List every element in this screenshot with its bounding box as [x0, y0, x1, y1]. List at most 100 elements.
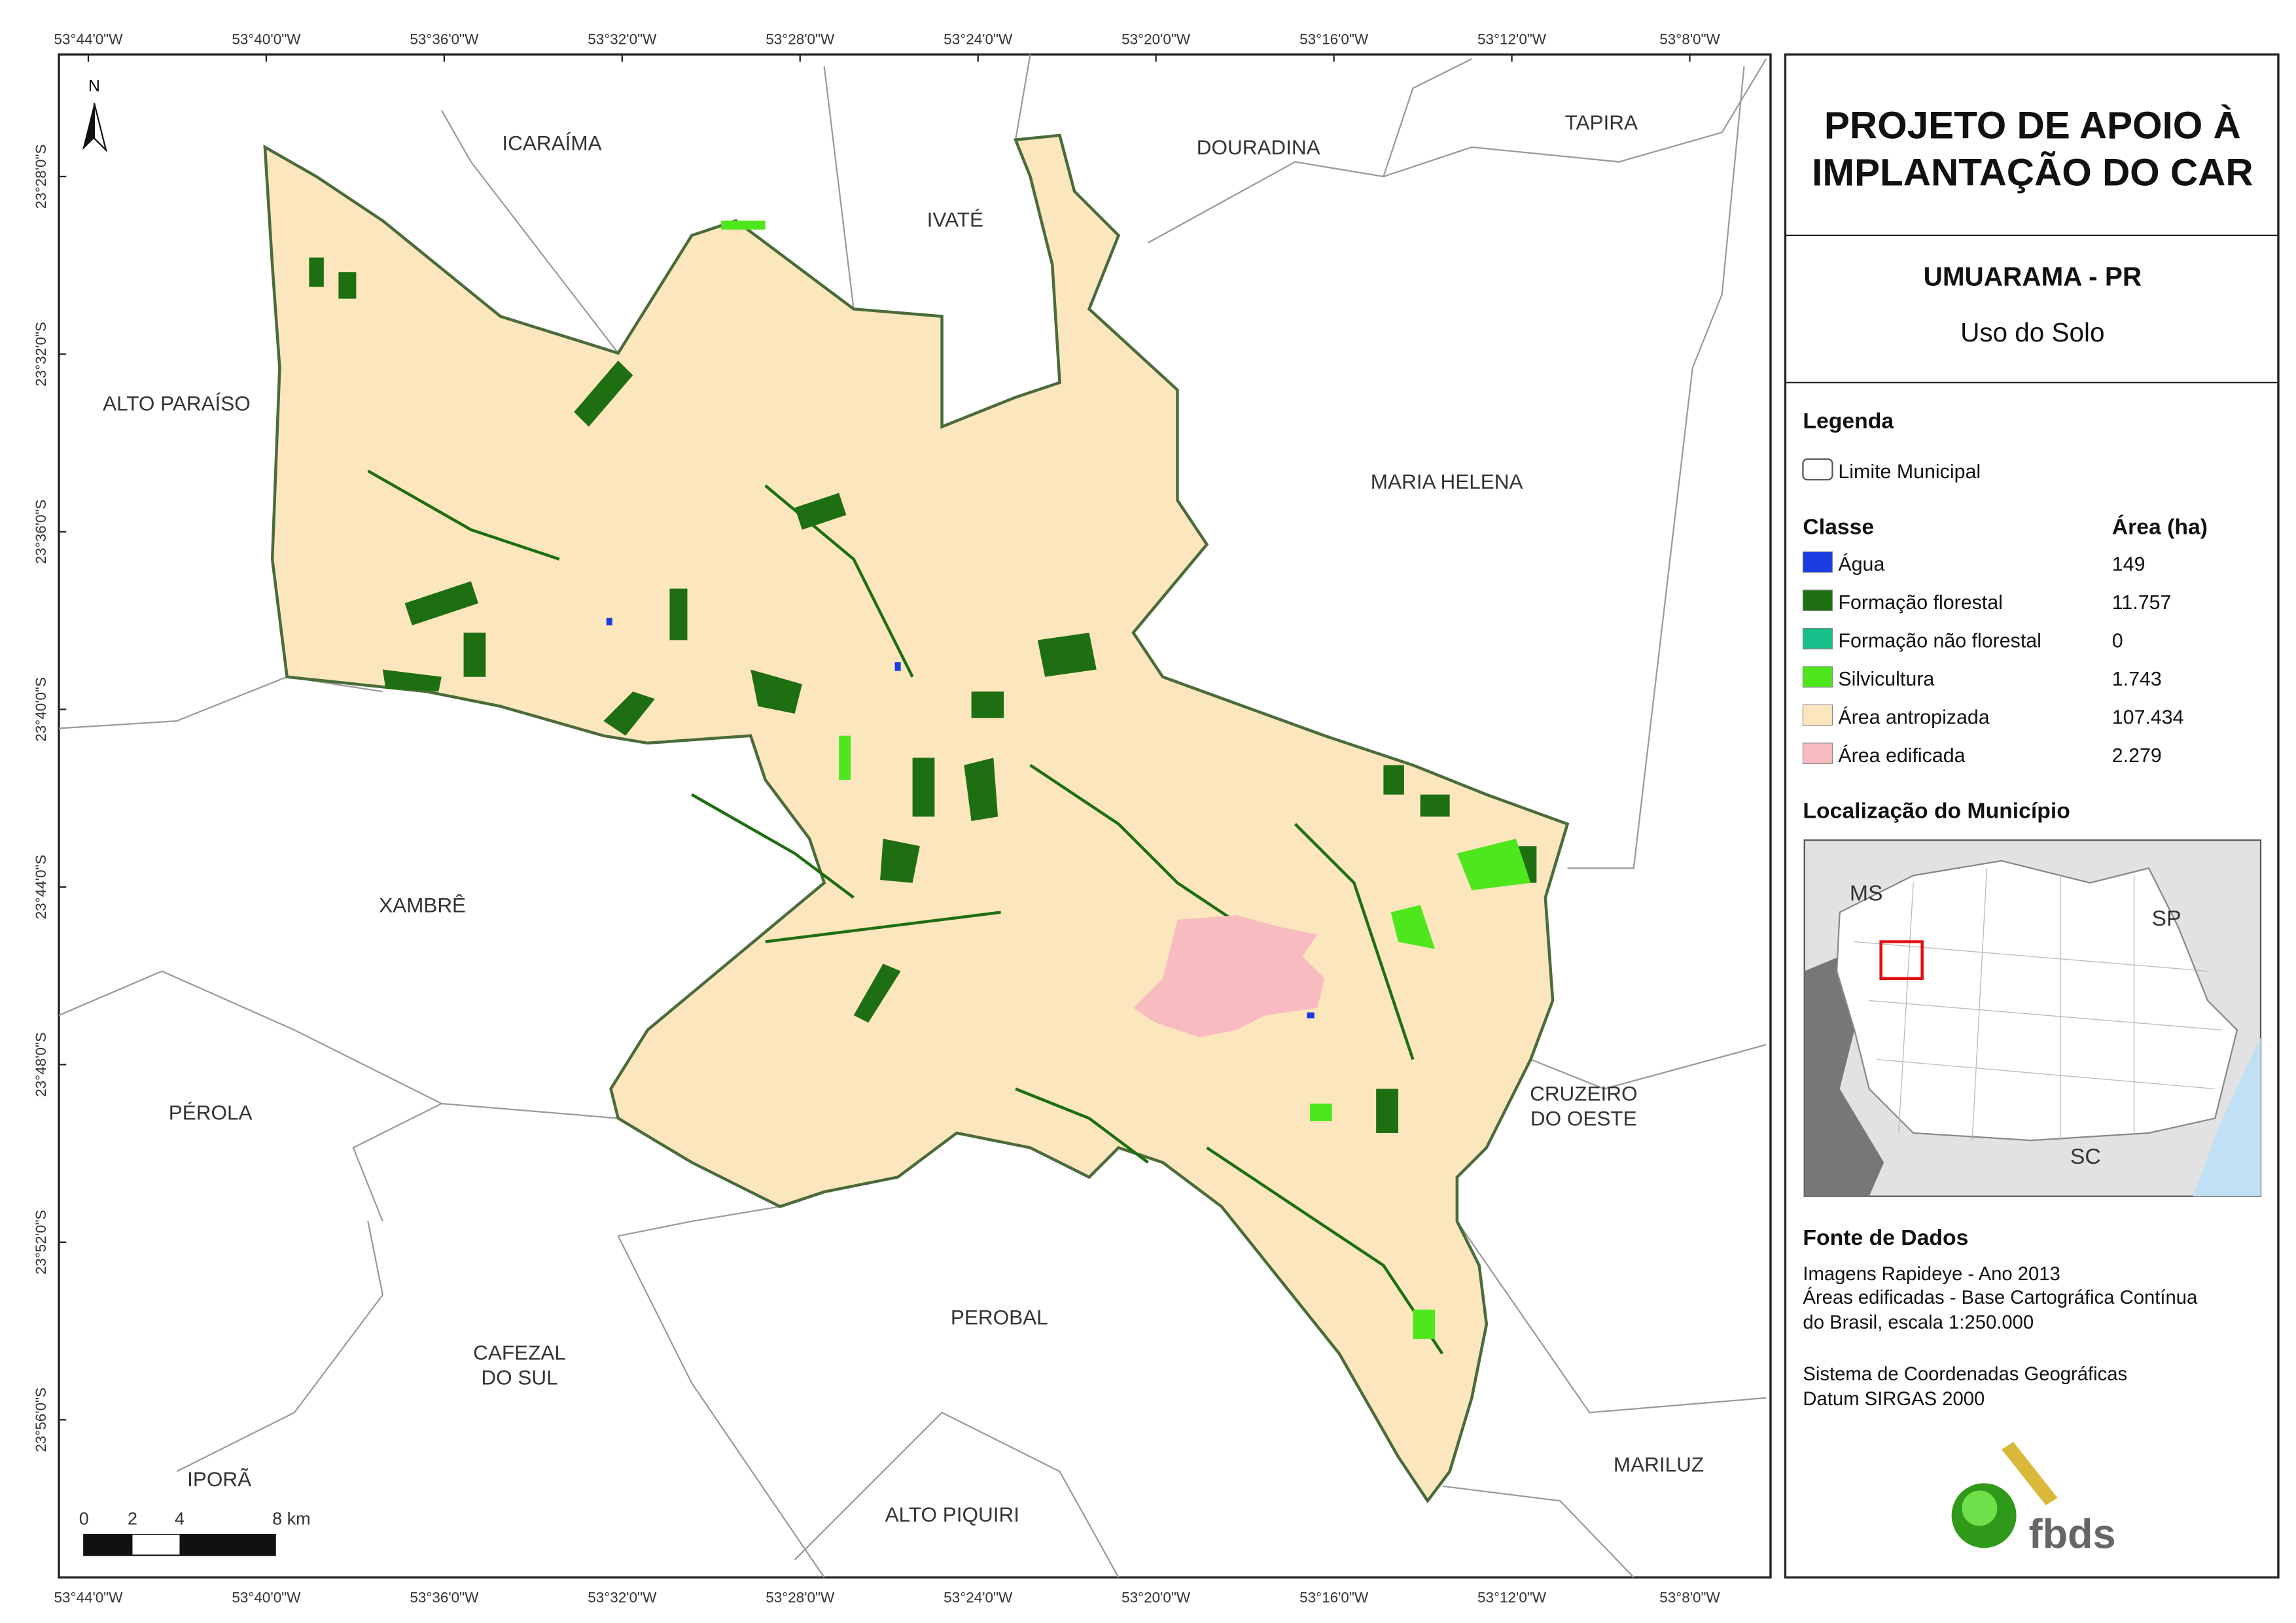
class-name: Formação não florestal [1838, 631, 2041, 652]
class-area: 0 [2112, 631, 2123, 652]
class-name: Formação florestal [1838, 592, 2002, 614]
info-panel: PROJETO DE APOIO À IMPLANTAÇÃO DO CAR UM… [1784, 53, 2280, 1579]
legend-swatch [1802, 666, 1833, 688]
class-header: Classe [1803, 515, 1874, 540]
latitude-label: 23°56'0"S [33, 1387, 49, 1452]
place-label: IPORÃ [187, 1467, 251, 1491]
latitude-label: 23°48'0"S [33, 1032, 49, 1097]
sources-heading: Fonte de Dados [1803, 1225, 1968, 1250]
longitude-label: 53°44'0"W [54, 31, 123, 47]
longitude-label: 53°28'0"W [766, 31, 835, 47]
longitude-label: 53°8'0"W [1659, 31, 1720, 47]
class-area: 149 [2112, 554, 2146, 576]
boundary-label: Limite Municipal [1838, 461, 1981, 483]
longitude-label: 53°32'0"W [588, 31, 657, 47]
longitude-label: 53°24'0"W [944, 1590, 1013, 1606]
municipality-area [263, 133, 1570, 1504]
longitude-label: 53°28'0"W [766, 1590, 835, 1606]
water [606, 618, 1315, 1019]
class-area: 107.434 [2112, 707, 2184, 729]
place-label: IVATÉ [927, 207, 983, 231]
place-label: DO OESTE [1530, 1107, 1637, 1130]
place-label: DOURADINA [1197, 135, 1320, 159]
longitude-label: 53°20'0"W [1122, 31, 1191, 47]
source-line: Datum SIRGAS 2000 [1803, 1389, 1985, 1410]
longitude-label: 53°36'0"W [410, 1590, 479, 1606]
coordinate-labels: 53°44'0"W 53°44'0"W 53°40'0"W 53°40'0"W 53°3… [33, 31, 1721, 1605]
longitude-label: 53°8'0"W [1659, 1590, 1720, 1606]
neighbour-boundaries [58, 54, 1767, 1579]
latitude-label: 23°44'0"S [33, 854, 49, 919]
place-labels: ICARAÍMA IVATÉ DOURADINA TAPIRA ALTO PARAÍSO… [103, 111, 1704, 1526]
latitude-label: 23°32'0"S [33, 322, 49, 387]
source-line: Áreas edificadas - Base Cartográfica Con… [1803, 1287, 2198, 1308]
longitude-label: 53°40'0"W [232, 1590, 301, 1606]
source-line: Imagens Rapideye - Ano 2013 [1803, 1264, 2060, 1285]
longitude-label: 53°16'0"W [1299, 1590, 1369, 1606]
area-header: Área (ha) [2112, 515, 2208, 540]
longitude-label: 53°24'0"W [944, 31, 1013, 47]
place-label: ALTO PIQUIRI [885, 1503, 1019, 1526]
class-area: 2.279 [2112, 745, 2162, 767]
place-label: MARIA HELENA [1371, 470, 1523, 493]
class-area: 1.743 [2112, 669, 2162, 690]
place-label: CAFEZAL [473, 1340, 566, 1364]
state-label: SP [2152, 906, 2181, 931]
place-label: DO SUL [481, 1366, 557, 1389]
subtitle: UMUARAMA - PR [1924, 261, 2142, 291]
forest-patches [309, 257, 1537, 1133]
location-heading: Localização do Município [1803, 799, 2070, 824]
place-label: XAMBRÊ [379, 894, 466, 917]
legend-swatch [1802, 627, 1833, 650]
place-label: PÉROLA [169, 1101, 253, 1125]
scale-label: 2 [128, 1509, 137, 1528]
place-label: CRUZEIRO [1530, 1081, 1637, 1105]
longitude-label: 53°16'0"W [1299, 31, 1369, 47]
legend-swatch [1802, 589, 1833, 612]
state-label: MS [1850, 881, 1883, 906]
place-label: MARILUZ [1614, 1452, 1704, 1476]
scale-label: 0 [79, 1509, 89, 1528]
location-map: MS SP SC [1803, 839, 2262, 1197]
latitude-label: 23°28'0"S [33, 145, 49, 209]
scale-bar: 0 2 4 8 km [79, 1509, 311, 1556]
longitude-label: 53°40'0"W [232, 31, 301, 47]
class-area: 11.757 [2112, 592, 2172, 614]
class-name: Área antropizada [1838, 707, 1989, 729]
place-label: TAPIRA [1565, 111, 1638, 134]
longitude-label: 53°32'0"W [588, 1590, 657, 1606]
theme: Uso do Solo [1960, 317, 2104, 347]
longitude-label: 53°12'0"W [1477, 1590, 1547, 1606]
longitude-label: 53°20'0"W [1122, 1590, 1191, 1606]
class-name: Área edificada [1838, 745, 1965, 767]
legend-heading: Legenda [1803, 409, 1894, 434]
place-label: PEROBAL [951, 1305, 1048, 1329]
municipality [263, 133, 1570, 1504]
boundary-swatch [1802, 458, 1833, 481]
silviculture-patches [721, 220, 1531, 1339]
riparian-forest [367, 469, 1444, 1355]
urban-area [1133, 915, 1325, 1038]
scale-label: 4 [175, 1509, 185, 1528]
north-label: N [88, 77, 100, 95]
logo: fbds [1951, 1442, 2116, 1557]
latitude-label: 23°36'0"S [33, 500, 49, 565]
place-label: ICARAÍMA [502, 131, 601, 154]
source-line: do Brasil, escala 1:250.000 [1803, 1312, 2034, 1333]
legend-swatch [1802, 704, 1833, 726]
longitude-label: 53°44'0"W [54, 1590, 123, 1606]
latitude-label: 23°40'0"S [33, 677, 49, 742]
latitude-label: 23°52'0"S [33, 1210, 49, 1274]
longitude-label: 53°36'0"W [410, 31, 479, 47]
legend-swatch [1802, 551, 1833, 573]
title-line: PROJETO DE APOIO À [1824, 103, 2241, 147]
place-label: ALTO PARAÍSO [103, 392, 251, 415]
title-line: IMPLANTAÇÃO DO CAR [1812, 150, 2253, 194]
class-name: Silvicultura [1838, 669, 1934, 690]
source-line: Sistema de Coordenadas Geográficas [1803, 1364, 2127, 1385]
longitude-label: 53°12'0"W [1477, 31, 1547, 47]
state-label: SC [2070, 1144, 2101, 1169]
class-name: Água [1838, 554, 1884, 576]
scale-label: 8 km [272, 1509, 310, 1528]
